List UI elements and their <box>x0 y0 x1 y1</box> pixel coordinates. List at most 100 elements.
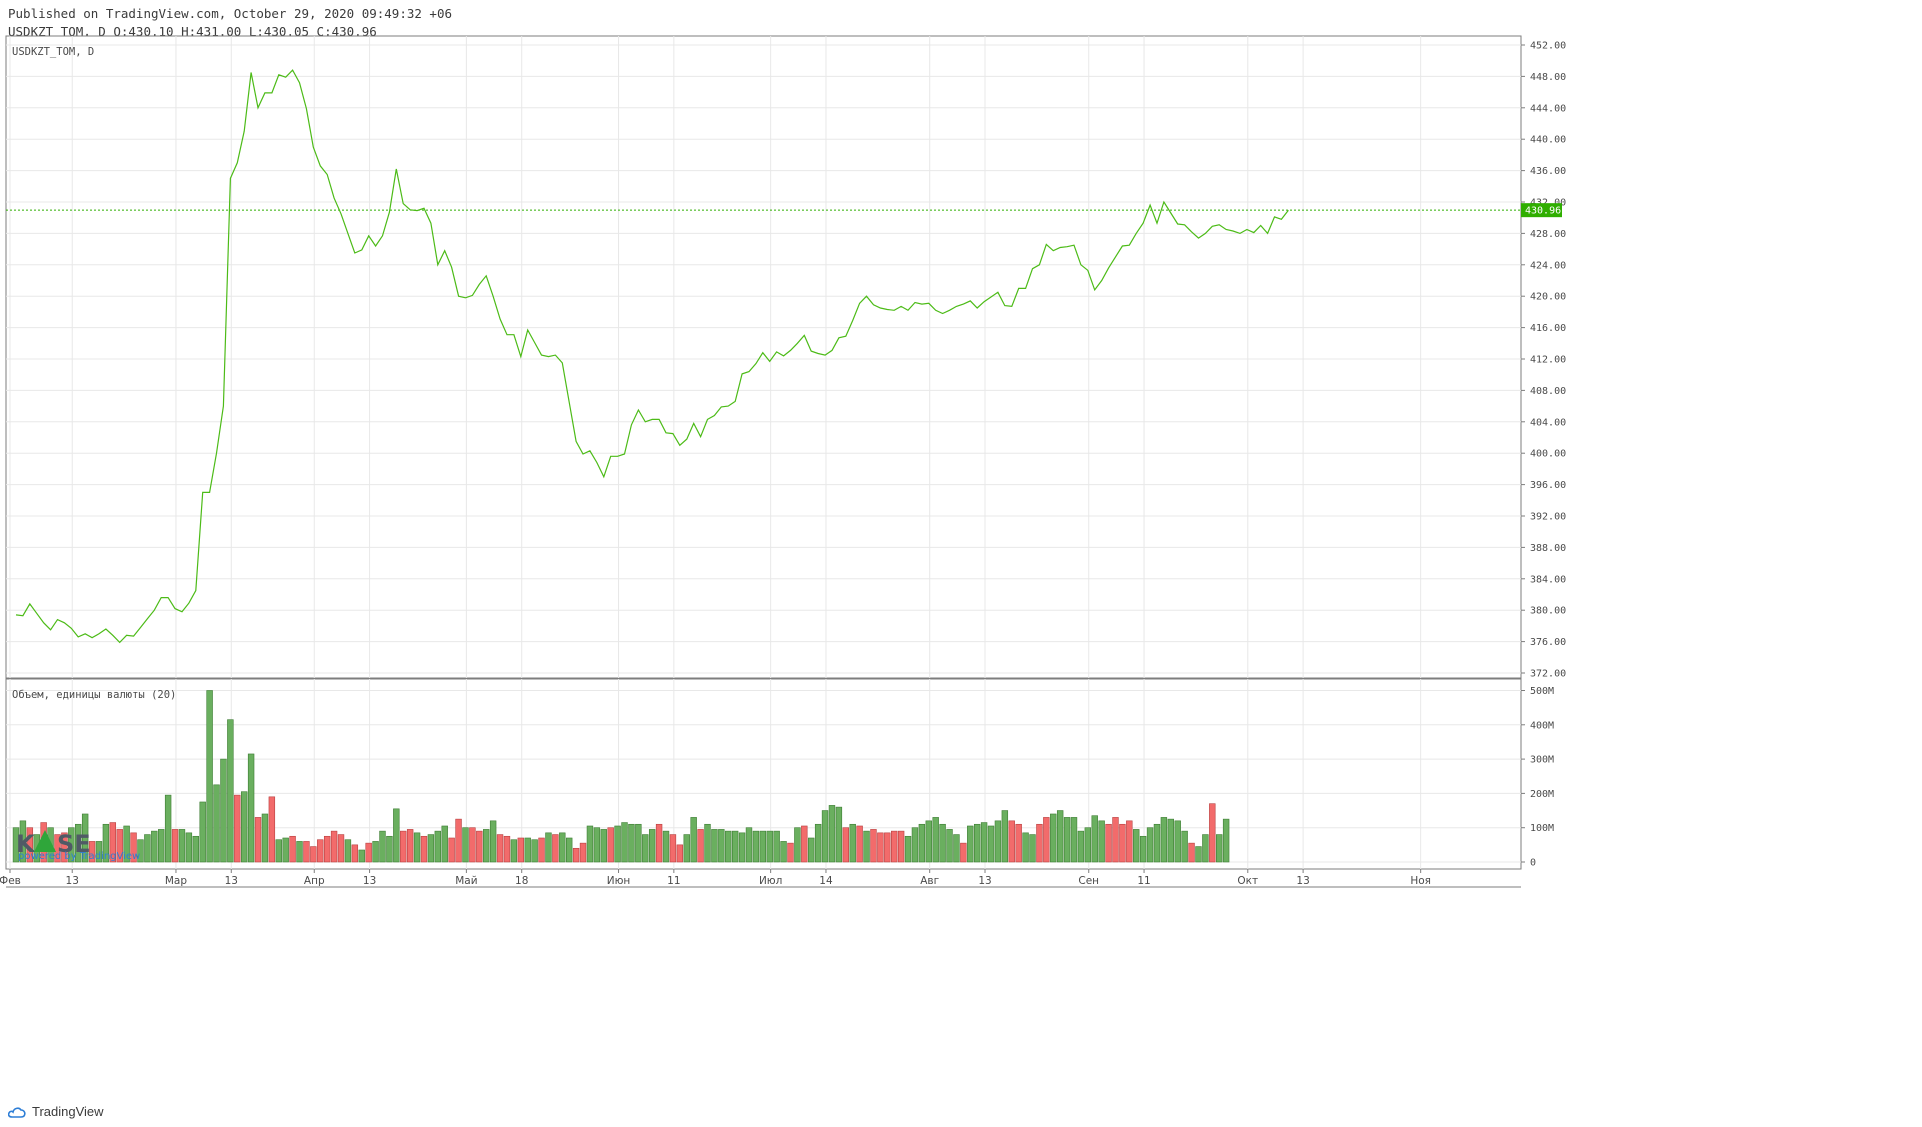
volume-bar <box>1056 810 1064 863</box>
x-tick-label: Апр <box>304 875 325 887</box>
volume-bar <box>987 825 995 863</box>
volume-bar <box>559 832 566 863</box>
volume-bar <box>973 823 981 863</box>
price-pane <box>5 35 1522 679</box>
volume-bar <box>275 839 282 863</box>
volume-bar <box>1146 827 1154 863</box>
y-tick-label: 436.00 <box>1530 166 1566 177</box>
volume-bar <box>234 794 241 863</box>
volume-bar <box>310 846 317 863</box>
volume-tick-label: 300M <box>1530 755 1554 766</box>
volume-bar <box>849 823 856 863</box>
y-tick-label: 384.00 <box>1530 574 1566 585</box>
price-pane-title: USDKZT_TOM, D <box>12 46 94 58</box>
volume-bar <box>614 825 621 863</box>
volume-bar <box>192 835 199 863</box>
x-tick-label: Фев <box>0 875 21 887</box>
volume-bar <box>565 837 573 863</box>
kase-logo-se: SE <box>57 830 91 858</box>
volume-bar <box>1050 813 1057 863</box>
volume-bar <box>358 849 365 863</box>
y-tick-label: 412.00 <box>1530 355 1566 366</box>
volume-tick-label: 200M <box>1530 789 1554 800</box>
volume-bar <box>683 834 690 863</box>
volume-bar <box>946 829 953 863</box>
y-tick-label: 452.00 <box>1530 41 1566 52</box>
x-tick-label: Авг <box>920 875 939 887</box>
volume-bar <box>648 829 656 863</box>
powered-by-caption: powered by TradingView <box>18 851 140 862</box>
x-tick-label: 14 <box>819 875 833 887</box>
volume-bar <box>787 842 794 863</box>
volume-bar <box>835 806 843 863</box>
volume-bar <box>1167 818 1175 863</box>
price-series-line <box>15 69 1289 644</box>
volume-bar <box>54 834 61 863</box>
volume-pane-title: Объем, единицы валюты (20) <box>12 689 176 701</box>
volume-bar <box>911 827 919 863</box>
volume-bar <box>102 823 110 863</box>
y-tick-label: 432.00 <box>1530 198 1566 209</box>
volume-bar <box>337 834 345 863</box>
volume-bar <box>676 844 684 863</box>
volume-bar <box>718 829 725 863</box>
volume-bar <box>81 813 89 863</box>
volume-bar <box>455 818 462 863</box>
volume-bar <box>821 810 829 863</box>
volume-bar <box>406 829 414 863</box>
volume-bar <box>400 830 407 863</box>
volume-bar <box>68 827 75 863</box>
volume-bar <box>1029 834 1036 863</box>
volume-bar <box>1022 832 1029 863</box>
volume-bar <box>545 832 552 863</box>
volume-bar <box>642 834 649 863</box>
y-tick-label: 420.00 <box>1530 292 1566 303</box>
volume-bar <box>655 823 663 863</box>
volume-bar <box>213 784 220 863</box>
volume-bar <box>960 842 967 863</box>
volume-bar <box>870 829 877 863</box>
volume-bar <box>572 847 580 863</box>
volume-bar <box>240 791 248 863</box>
footer-brand[interactable]: TradingView <box>32 1104 104 1119</box>
volume-bar <box>1139 835 1147 863</box>
volume-bar <box>1202 834 1209 863</box>
volume-bar <box>531 839 538 863</box>
volume-bar <box>1195 846 1202 863</box>
volume-bar <box>752 830 760 863</box>
last-price-badge <box>1521 203 1562 218</box>
x-tick-label: Ноя <box>1410 875 1431 887</box>
volume-bar <box>690 817 697 863</box>
y-tick-label: 428.00 <box>1530 229 1566 240</box>
volume-bar <box>593 827 601 863</box>
volume-bar <box>801 825 808 863</box>
volume-bar <box>61 832 68 863</box>
y-tick-label: 440.00 <box>1530 135 1566 146</box>
volume-tick-label: 500M <box>1530 686 1554 697</box>
volume-bar <box>1160 817 1168 863</box>
volume-tick-label: 100M <box>1530 823 1554 834</box>
volume-bar <box>1174 820 1181 863</box>
volume-bar <box>1091 815 1098 863</box>
volume-bar <box>745 827 753 863</box>
volume-bar <box>123 825 130 863</box>
footer[interactable]: TradingView <box>8 1104 104 1119</box>
volume-bar <box>1063 817 1071 863</box>
published-caption: Published on TradingView.com, October 29… <box>8 6 453 21</box>
volume-bar <box>19 820 27 863</box>
x-tick-label: 11 <box>1137 875 1150 887</box>
volume-bar <box>967 825 974 863</box>
volume-bar <box>1222 818 1230 863</box>
volume-bar <box>953 834 960 863</box>
volume-bar <box>365 842 372 863</box>
y-tick-label: 392.00 <box>1530 512 1566 523</box>
volume-bar <box>1126 820 1133 863</box>
y-tick-label: 372.00 <box>1530 669 1566 680</box>
volume-bar <box>586 825 594 863</box>
y-tick-label: 448.00 <box>1530 72 1566 83</box>
volume-bar <box>130 832 137 863</box>
volume-bar <box>220 758 227 863</box>
volume-bar <box>330 830 338 863</box>
x-tick-label: Сен <box>1078 875 1099 887</box>
